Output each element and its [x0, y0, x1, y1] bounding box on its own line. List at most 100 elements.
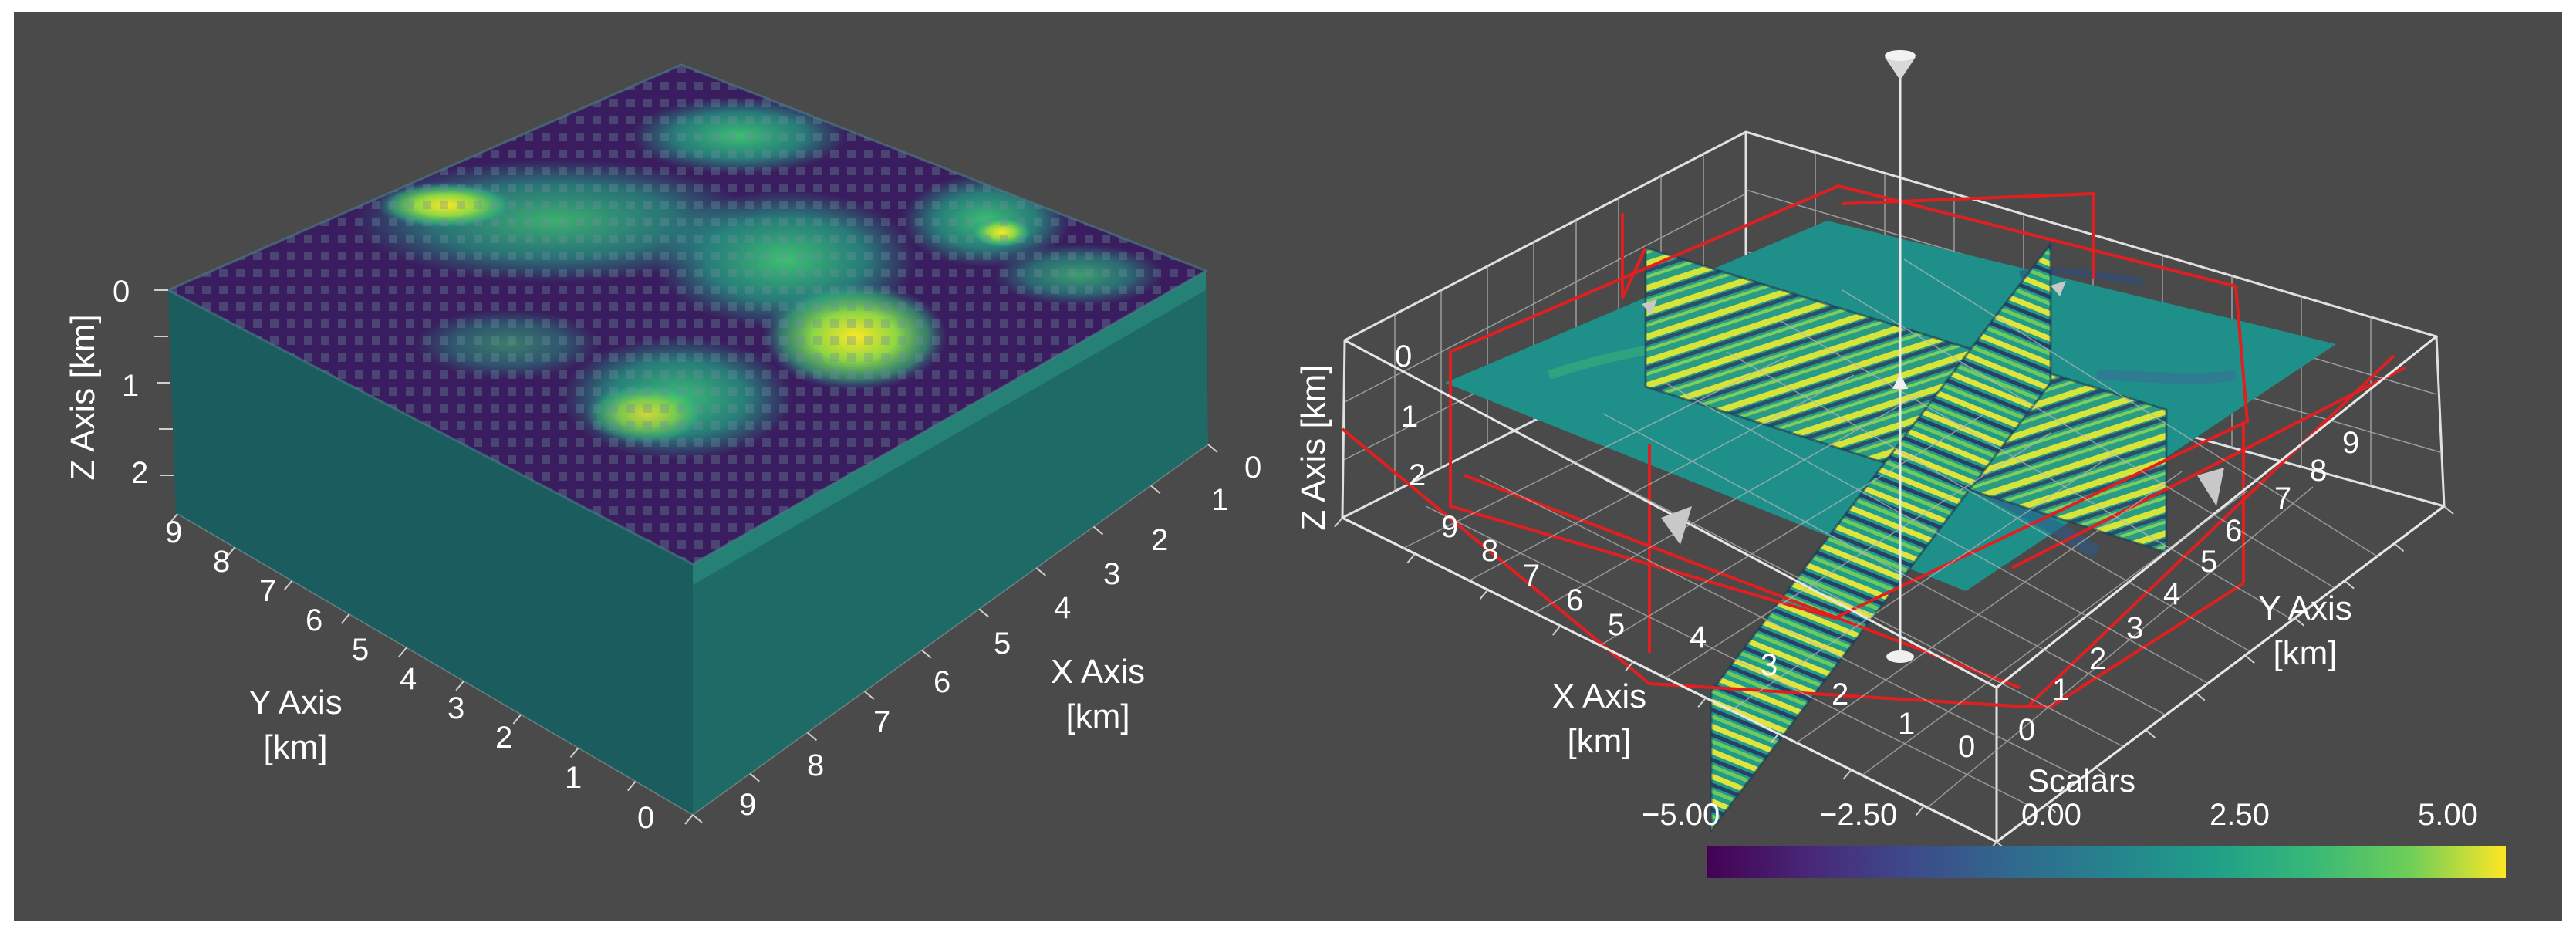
volume-left-face — [168, 290, 693, 815]
left-x-tick-4: 4 — [1054, 591, 1072, 625]
left-x-tick-mark-2 — [806, 732, 818, 742]
slice-handle-back-left[interactable] — [1642, 299, 1657, 315]
slice-handle-right[interactable] — [2197, 468, 2224, 506]
slice-render-right[interactable] — [1341, 50, 2446, 843]
left-y-tick-0: 0 — [637, 801, 655, 835]
right-x-tick-mark-5 — [1697, 697, 1707, 708]
right-x-axis-title-line1: X Axis — [1551, 678, 1647, 715]
right-x-tick-mark-2 — [1479, 589, 1489, 600]
right-y-axis-title-line1: Y Axis — [2258, 590, 2352, 627]
left-y-tick-mark-7 — [569, 747, 579, 758]
left-y-tick-mark-4 — [398, 647, 407, 657]
right-z-tick-0: 0 — [1395, 340, 1413, 373]
left-x-axis-title-line1: X Axis — [1050, 653, 1146, 691]
slice-y-crossline — [1711, 244, 2051, 830]
right-y-tick-mark-1 — [2045, 803, 2057, 813]
right-y-tick-9: 9 — [2342, 426, 2360, 460]
left-axis-ticks — [154, 289, 1209, 816]
left-z-tick-1: 1 — [122, 369, 140, 403]
left-y-axis-title: Y Axis [km] — [241, 681, 349, 770]
left-z-axis-title: Z Axis [km] — [64, 314, 102, 481]
left-x-axis-title: X Axis [km] — [1036, 650, 1160, 739]
left-y-tick-8: 8 — [213, 545, 231, 579]
right-x-tick-2: 2 — [1832, 678, 1849, 711]
right-y-axis-title: Y Axis [km] — [2243, 586, 2367, 676]
right-x-axis-title-line2: [km] — [1567, 722, 1632, 760]
slice-handle-back-right[interactable] — [2051, 281, 2066, 296]
left-y-axis-title-line1: Y Axis — [248, 684, 343, 721]
left-y-tick-5: 5 — [352, 633, 370, 667]
left-y-tick-mark-5 — [455, 681, 464, 691]
right-y-tick-2: 2 — [2089, 642, 2107, 676]
right-x-tick-6: 6 — [1566, 583, 1584, 617]
left-x-tick-0: 0 — [1244, 451, 1262, 485]
right-x-tick-9: 9 — [1441, 510, 1459, 544]
right-x-tick-mark-6 — [1770, 733, 1780, 744]
colorbar-label-min: −5.00 — [1642, 798, 1720, 832]
right-y-tick-mark-5 — [2244, 654, 2255, 664]
left-x-tick-1: 1 — [1211, 483, 1229, 517]
left-x-tick-mark-7 — [1092, 525, 1104, 536]
left-x-tick-mark-0 — [692, 814, 703, 823]
left-y-tick-9: 9 — [165, 515, 183, 549]
left-y-tick-2: 2 — [495, 721, 513, 755]
left-y-tick-mark-1 — [226, 546, 235, 557]
right-x-tick-0: 0 — [1958, 730, 1976, 764]
colorbar-title: Scalars — [2027, 762, 2136, 799]
render-viewport[interactable]: Z Axis [km] 0 1 2 9 8 7 6 5 4 3 2 1 0 Y … — [14, 12, 2562, 921]
right-x-tick-marks — [1334, 517, 1997, 852]
left-z-tick-2: 2 — [131, 456, 149, 490]
slice-handle-left[interactable] — [1661, 506, 1692, 545]
right-z-axis-title: Z Axis [km] — [1295, 364, 1332, 531]
probe-handle-bottom[interactable] — [1886, 650, 1914, 663]
right-x-tick-5: 5 — [1608, 608, 1626, 642]
right-y-tick-8: 8 — [2310, 454, 2328, 488]
colorbar-label-q1: −2.50 — [1819, 798, 1898, 832]
right-y-tick-mark-9 — [2443, 505, 2454, 515]
volume-right-face — [693, 271, 1208, 815]
right-y-axis-title-line2: [km] — [2273, 634, 2338, 672]
left-y-tick-marks — [169, 513, 694, 825]
left-y-tick-mark-6 — [512, 714, 522, 725]
floor-gridlines — [1402, 258, 2379, 811]
left-x-tick-marks — [692, 444, 1218, 823]
left-x-tick-mark-8 — [1150, 485, 1161, 495]
left-x-tick-mark-5 — [978, 608, 989, 618]
colorbar-gradient — [1707, 846, 2506, 878]
probe-handle-top[interactable] — [1885, 57, 1916, 80]
left-y-tick-6: 6 — [306, 603, 323, 637]
right-y-tick-marks — [1996, 505, 2454, 850]
right-y-tick-1: 1 — [2052, 673, 2070, 707]
right-y-tick-6: 6 — [2225, 514, 2243, 548]
left-y-tick-4: 4 — [400, 662, 417, 696]
slice-outlines — [1341, 184, 2406, 708]
right-y-tick-mark-3 — [2145, 729, 2156, 738]
left-x-tick-mark-9 — [1207, 444, 1218, 453]
right-y-tick-mark-7 — [2344, 580, 2355, 590]
right-y-tick-mark-4 — [2195, 691, 2206, 701]
right-y-tick-mark-8 — [2393, 542, 2405, 552]
right-x-tick-mark-7 — [1842, 769, 1852, 780]
right-y-tick-5: 5 — [2200, 545, 2218, 579]
left-y-axis-title-line2: [km] — [263, 728, 328, 766]
render-scene[interactable] — [14, 12, 2562, 921]
colorbar-label-mid: 0.00 — [2021, 798, 2081, 832]
slice-x-inline — [1646, 248, 2166, 552]
left-y-tick-mark-9 — [684, 814, 694, 825]
right-y-tick-4: 4 — [2163, 577, 2181, 611]
right-x-tick-mark-1 — [1406, 553, 1416, 564]
left-x-tick-5: 5 — [994, 627, 1011, 661]
right-x-tick-mark-3 — [1551, 625, 1561, 636]
right-z-tick-2: 2 — [1409, 458, 1426, 492]
left-y-tick-3: 3 — [447, 691, 465, 725]
bounding-box-front — [1342, 335, 2445, 843]
right-x-tick-7: 7 — [1523, 559, 1541, 593]
left-x-tick-mark-4 — [921, 649, 932, 659]
right-z-tick-1: 1 — [1401, 400, 1419, 434]
probe-handle-center[interactable] — [1892, 373, 1908, 389]
left-x-tick-2: 2 — [1151, 523, 1169, 557]
colorbar-label-max: 5.00 — [2418, 798, 2478, 832]
left-x-tick-9: 9 — [739, 788, 757, 822]
right-y-tick-7: 7 — [2274, 482, 2292, 515]
right-y-tick-mark-2 — [2095, 766, 2106, 776]
